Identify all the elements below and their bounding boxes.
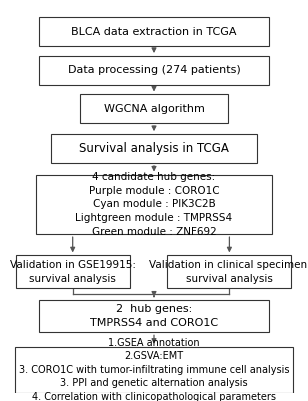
FancyBboxPatch shape	[16, 255, 130, 288]
Text: 1.GSEA annotation
2.GSVA:EMT
3. CORO1C with tumor-infiltrating immune cell analy: 1.GSEA annotation 2.GSVA:EMT 3. CORO1C w…	[19, 338, 289, 401]
FancyBboxPatch shape	[39, 56, 269, 85]
Text: 4 candidate hub genes:
Purple module : CORO1C
Cyan module : PIK3C2B
Lightgreen m: 4 candidate hub genes: Purple module : C…	[75, 172, 233, 237]
Text: Survival analysis in TCGA: Survival analysis in TCGA	[79, 142, 229, 155]
Text: Data processing (274 patients): Data processing (274 patients)	[68, 65, 240, 75]
FancyBboxPatch shape	[80, 95, 228, 124]
Text: Validation in clinical specimen:
survival analysis: Validation in clinical specimen: surviva…	[148, 260, 308, 284]
FancyBboxPatch shape	[36, 174, 272, 234]
FancyBboxPatch shape	[39, 300, 269, 332]
Text: BLCA data extraction in TCGA: BLCA data extraction in TCGA	[71, 27, 237, 37]
Text: WGCNA algorithm: WGCNA algorithm	[103, 104, 205, 114]
FancyBboxPatch shape	[15, 347, 293, 393]
FancyBboxPatch shape	[167, 255, 291, 288]
FancyBboxPatch shape	[51, 134, 257, 163]
FancyBboxPatch shape	[39, 18, 269, 47]
Text: Validation in GSE19915:
survival analysis: Validation in GSE19915: survival analysi…	[10, 260, 136, 284]
Text: 2  hub genes:
TMPRSS4 and CORO1C: 2 hub genes: TMPRSS4 and CORO1C	[90, 304, 218, 328]
